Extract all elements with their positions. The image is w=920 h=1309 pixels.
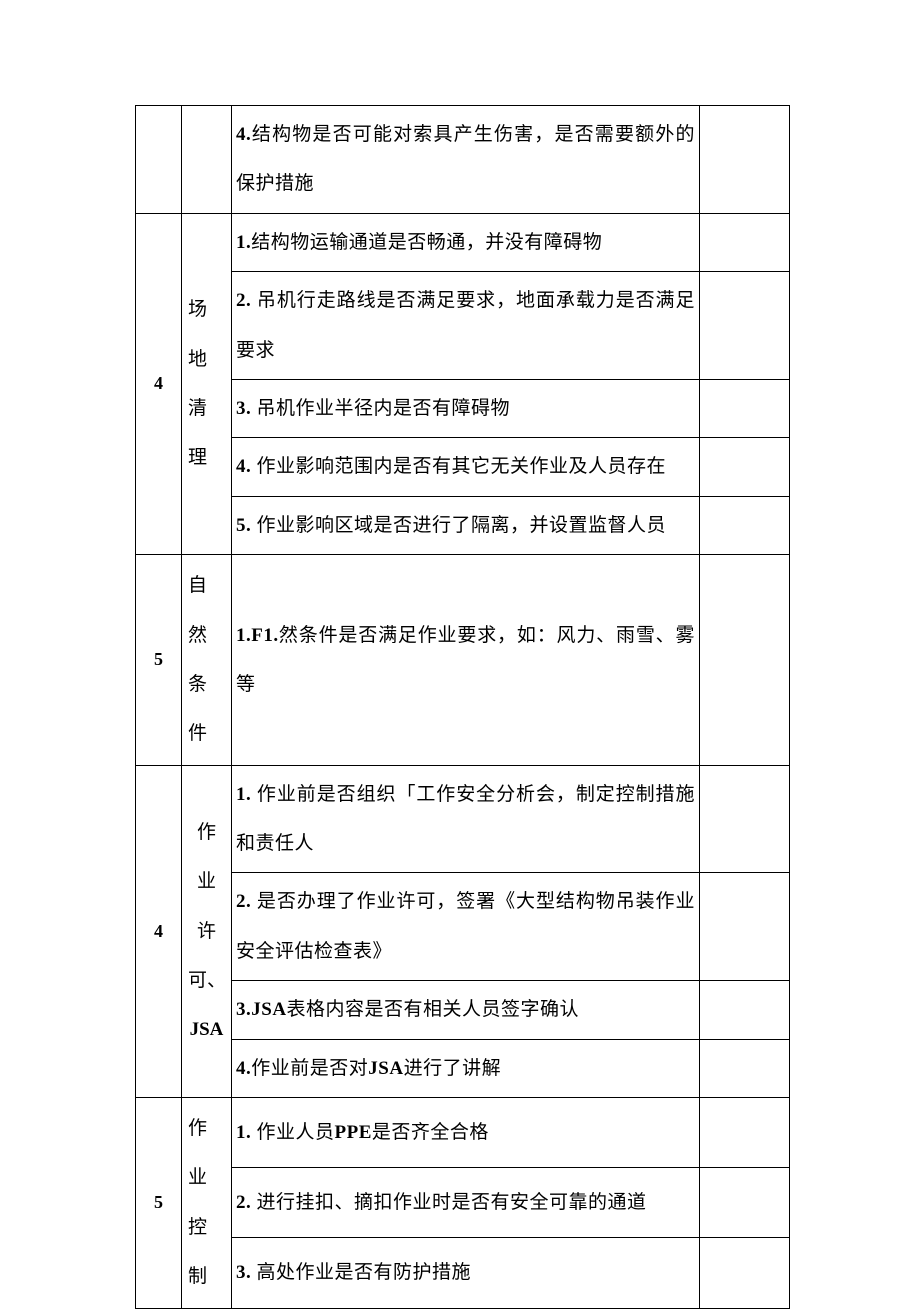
item-prefix: 3.JSA xyxy=(236,999,287,1020)
item-prefix: 2. xyxy=(236,1192,251,1213)
item-cell: 4.结构物是否可能对索具产生伤害，是否需要额外的保护措施 xyxy=(232,106,700,214)
checklist-table: 4.结构物是否可能对索具产生伤害，是否需要额外的保护措施 4 场地清理 1.结构… xyxy=(135,105,790,1309)
category-label-latin: JSA xyxy=(190,1019,224,1040)
item-text: 吊机作业半径内是否有障碍物 xyxy=(251,398,510,419)
blank-cell xyxy=(700,496,790,554)
table-row: 3. 吊机作业半径内是否有障碍物 xyxy=(136,379,790,437)
category-cell: 场地清理 xyxy=(182,213,232,554)
table-row: 4.结构物是否可能对索具产生伤害，是否需要额外的保护措施 xyxy=(136,106,790,214)
section-number: 4 xyxy=(154,373,163,393)
item-text: 进行挂扣、摘扣作业时是否有安全可靠的通道 xyxy=(251,1192,646,1213)
row-number-cell: 4 xyxy=(136,765,182,1097)
table-row: 2. 是否办理了作业许可，签署《大型结构物吊装作业安全评估检查表》 xyxy=(136,873,790,981)
item-prefix: 4. xyxy=(236,456,251,477)
table-row: 4 作业许可、 JSA 1. 作业前是否组织「工作安全分析会，制定控制措施和责任… xyxy=(136,765,790,873)
item-text: 表格内容是否有相关人员签字确认 xyxy=(287,999,580,1020)
blank-cell xyxy=(700,106,790,214)
table-row: 3.JSA表格内容是否有相关人员签字确认 xyxy=(136,981,790,1039)
row-number-cell: 5 xyxy=(136,1098,182,1309)
item-latin: JSA xyxy=(368,1058,403,1079)
blank-cell xyxy=(700,1039,790,1097)
section-number: 4 xyxy=(154,921,163,941)
table-row: 5 作业控制 1. 作业人员PPE是否齐全合格 xyxy=(136,1098,790,1168)
item-prefix: 2. xyxy=(236,891,251,912)
item-cell: 4. 作业影响范围内是否有其它无关作业及人员存在 xyxy=(232,438,700,496)
item-prefix: 3. xyxy=(236,1262,251,1283)
item-cell: 1. 作业人员PPE是否齐全合格 xyxy=(232,1098,700,1168)
blank-cell xyxy=(700,379,790,437)
item-text: 吊机行走路线是否满足要求，地面承载力是否满足要求 xyxy=(236,290,695,360)
item-prefix: 4. xyxy=(236,124,251,145)
item-prefix: 1. xyxy=(236,232,251,253)
table-row: 3. 高处作业是否有防护措施 xyxy=(136,1238,790,1308)
item-cell: 5. 作业影响区域是否进行了隔离，并设置监督人员 xyxy=(232,496,700,554)
item-text-pre: 作业人员 xyxy=(251,1122,334,1143)
category-label: 自然条件 xyxy=(188,575,207,744)
item-text: 是否办理了作业许可，签署《大型结构物吊装作业安全评估检查表》 xyxy=(236,891,695,961)
category-label: 场地清理 xyxy=(188,299,207,468)
category-cell: 作业许可、 JSA xyxy=(182,765,232,1097)
item-cell: 3. 高处作业是否有防护措施 xyxy=(232,1238,700,1308)
category-cell: 作业控制 xyxy=(182,1098,232,1309)
blank-cell xyxy=(700,1238,790,1308)
blank-cell xyxy=(700,213,790,271)
item-text-post: 是否齐全合格 xyxy=(372,1122,489,1143)
item-cell: 1.F1.然条件是否满足作业要求，如：风力、雨雪、雾等 xyxy=(232,555,700,766)
category-label: 作业许可、 xyxy=(188,822,226,991)
table-row: 4. 作业影响范围内是否有其它无关作业及人员存在 xyxy=(136,438,790,496)
item-cell: 3. 吊机作业半径内是否有障碍物 xyxy=(232,379,700,437)
item-text: 作业影响范围内是否有其它无关作业及人员存在 xyxy=(251,456,666,477)
item-text: 结构物运输通道是否畅通，并没有障碍物 xyxy=(251,232,602,253)
row-number-cell: 5 xyxy=(136,555,182,766)
table-row: 4.作业前是否对JSA进行了讲解 xyxy=(136,1039,790,1097)
row-number-cell: 4 xyxy=(136,213,182,554)
category-label: 作业控制 xyxy=(188,1118,207,1287)
item-prefix: 1.F1. xyxy=(236,625,279,646)
item-latin: PPE xyxy=(335,1122,372,1143)
blank-cell xyxy=(700,981,790,1039)
item-prefix: 2. xyxy=(236,290,251,311)
item-cell: 2. 吊机行走路线是否满足要求，地面承载力是否满足要求 xyxy=(232,272,700,380)
item-text: 高处作业是否有防护措施 xyxy=(251,1262,471,1283)
category-cell: 自然条件 xyxy=(182,555,232,766)
blank-cell xyxy=(700,765,790,873)
item-prefix: 1. xyxy=(236,1122,251,1143)
item-prefix: 3. xyxy=(236,398,251,419)
item-text: 结构物是否可能对索具产生伤害，是否需要额外的保护措施 xyxy=(236,124,695,194)
item-cell: 3.JSA表格内容是否有相关人员签字确认 xyxy=(232,981,700,1039)
table-row: 5. 作业影响区域是否进行了隔离，并设置监督人员 xyxy=(136,496,790,554)
item-cell: 4.作业前是否对JSA进行了讲解 xyxy=(232,1039,700,1097)
blank-cell xyxy=(700,1168,790,1238)
table-row: 2. 吊机行走路线是否满足要求，地面承载力是否满足要求 xyxy=(136,272,790,380)
item-cell: 1. 作业前是否组织「工作安全分析会，制定控制措施和责任人 xyxy=(232,765,700,873)
item-text-post: 进行了讲解 xyxy=(404,1058,502,1079)
item-text: 然条件是否满足作业要求，如：风力、雨雪、雾等 xyxy=(236,625,695,695)
item-prefix: 5. xyxy=(236,515,251,536)
category-cell xyxy=(182,106,232,214)
blank-cell xyxy=(700,555,790,766)
section-number: 5 xyxy=(154,649,163,669)
blank-cell xyxy=(700,1098,790,1168)
blank-cell xyxy=(700,438,790,496)
table-row: 5 自然条件 1.F1.然条件是否满足作业要求，如：风力、雨雪、雾等 xyxy=(136,555,790,766)
document-page: 4.结构物是否可能对索具产生伤害，是否需要额外的保护措施 4 场地清理 1.结构… xyxy=(0,0,920,1309)
item-text-pre: 作业前是否对 xyxy=(251,1058,368,1079)
item-text: 作业影响区域是否进行了隔离，并设置监督人员 xyxy=(251,515,666,536)
section-number: 5 xyxy=(154,1192,163,1212)
item-cell: 2. 进行挂扣、摘扣作业时是否有安全可靠的通道 xyxy=(232,1168,700,1238)
item-cell: 1.结构物运输通道是否畅通，并没有障碍物 xyxy=(232,213,700,271)
item-prefix: 1. xyxy=(236,784,251,805)
table-row: 2. 进行挂扣、摘扣作业时是否有安全可靠的通道 xyxy=(136,1168,790,1238)
blank-cell xyxy=(700,272,790,380)
row-number-cell xyxy=(136,106,182,214)
blank-cell xyxy=(700,873,790,981)
item-prefix: 4. xyxy=(236,1058,251,1079)
item-text: 作业前是否组织「工作安全分析会，制定控制措施和责任人 xyxy=(236,784,695,854)
table-row: 4 场地清理 1.结构物运输通道是否畅通，并没有障碍物 xyxy=(136,213,790,271)
item-cell: 2. 是否办理了作业许可，签署《大型结构物吊装作业安全评估检查表》 xyxy=(232,873,700,981)
